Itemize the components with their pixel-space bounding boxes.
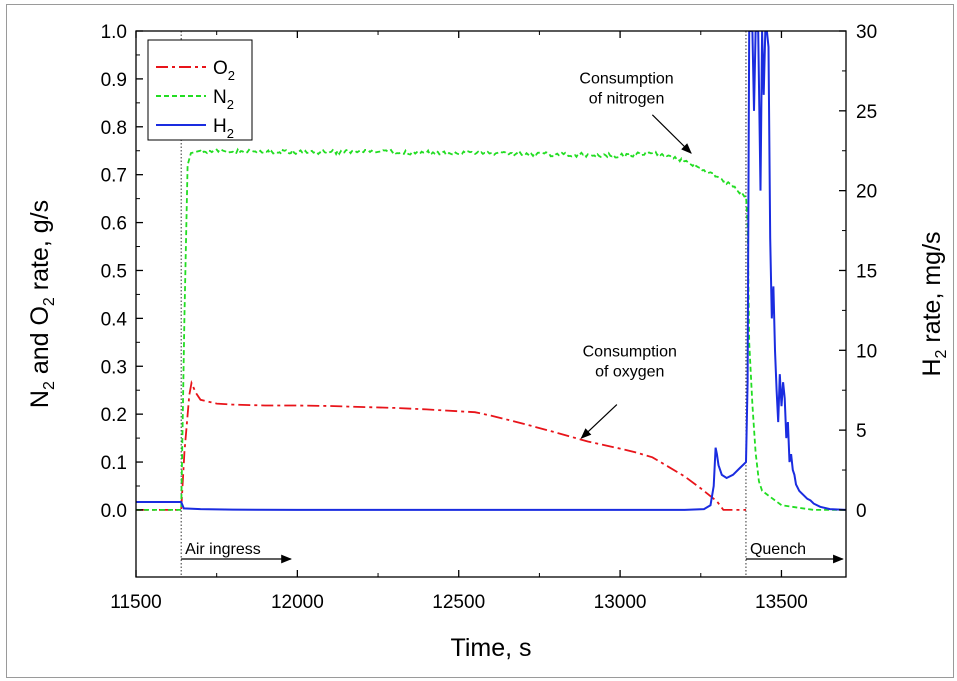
legend-label-o2: O2 <box>213 58 235 83</box>
y-right-tick-label: 30 <box>856 22 877 43</box>
y-left-tick-label: 0.4 <box>101 309 128 330</box>
y-left-tick-label: 0.0 <box>101 501 127 522</box>
y-left-tick-label: 0.7 <box>101 166 127 187</box>
y-left-tick-label: 0.8 <box>101 118 127 139</box>
x-axis: 11500 12000 12500 13000 13500 <box>110 31 808 613</box>
y-right-tick-label: 20 <box>856 182 877 203</box>
annotation-arrow-consumption-nitrogen <box>651 114 692 154</box>
legend-label-n2: N2 <box>213 87 234 112</box>
y-right-tick-label: 10 <box>856 341 877 362</box>
y-axis-left-title: N2 and O2 rate, g/s <box>26 200 58 408</box>
y-left-tick-label: 1.0 <box>101 22 127 43</box>
y-left-tick-label: 0.9 <box>101 70 127 91</box>
plot-area-border <box>135 30 847 578</box>
annotation-air-ingress: Air ingress <box>185 541 261 558</box>
series-line-n2 <box>136 147 846 511</box>
series-line-h2 <box>136 31 846 511</box>
x-tick-label: 13500 <box>755 592 808 613</box>
y-left-tick-label: 0.5 <box>101 261 127 282</box>
y-axis-right-title: H2 rate, mg/s <box>918 231 950 376</box>
series-line-o2 <box>136 379 746 511</box>
y-right-tick-label: 0 <box>856 501 867 522</box>
x-tick-label: 12500 <box>432 592 485 613</box>
annotation-consumption-nitrogen: Consumption of nitrogen <box>579 70 673 107</box>
legend-box <box>147 39 253 141</box>
y-axis-left: 0.0 0.1 0.2 0.3 0.4 0.5 0.6 0.7 0.8 0.9 1.0 <box>101 22 143 522</box>
series-layer <box>136 31 846 511</box>
y-left-tick-label: 0.1 <box>101 453 127 474</box>
annotation-consumption-oxygen: Consumption of oxygen <box>583 343 677 380</box>
x-tick-label: 13000 <box>594 592 647 613</box>
y-right-tick-label: 15 <box>856 261 877 282</box>
legend-label-h2: H2 <box>213 116 234 141</box>
y-axis-right: 0 5 10 15 20 25 30 <box>839 22 877 522</box>
annotations: Air ingress Quench Consumption of nitrogen C… <box>181 70 844 564</box>
y-left-tick-label: 0.2 <box>101 405 127 426</box>
y-left-tick-label: 0.6 <box>101 214 127 235</box>
annotation-quench: Quench <box>750 541 806 558</box>
vertical-markers <box>180 31 747 577</box>
x-axis-title: Time, s <box>450 634 531 662</box>
y-right-tick-label: 5 <box>856 421 867 442</box>
legend: O2 N2 H2 <box>147 39 253 141</box>
y-right-tick-label: 25 <box>856 102 877 123</box>
annotation-arrow-consumption-oxygen <box>580 404 618 439</box>
x-tick-label: 12000 <box>271 592 324 613</box>
x-tick-label: 11500 <box>110 592 161 613</box>
y-left-tick-label: 0.3 <box>101 357 127 378</box>
